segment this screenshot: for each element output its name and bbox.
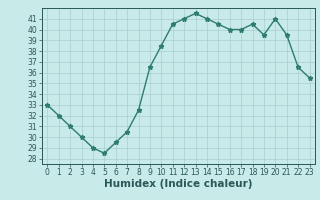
X-axis label: Humidex (Indice chaleur): Humidex (Indice chaleur) [104, 179, 253, 189]
